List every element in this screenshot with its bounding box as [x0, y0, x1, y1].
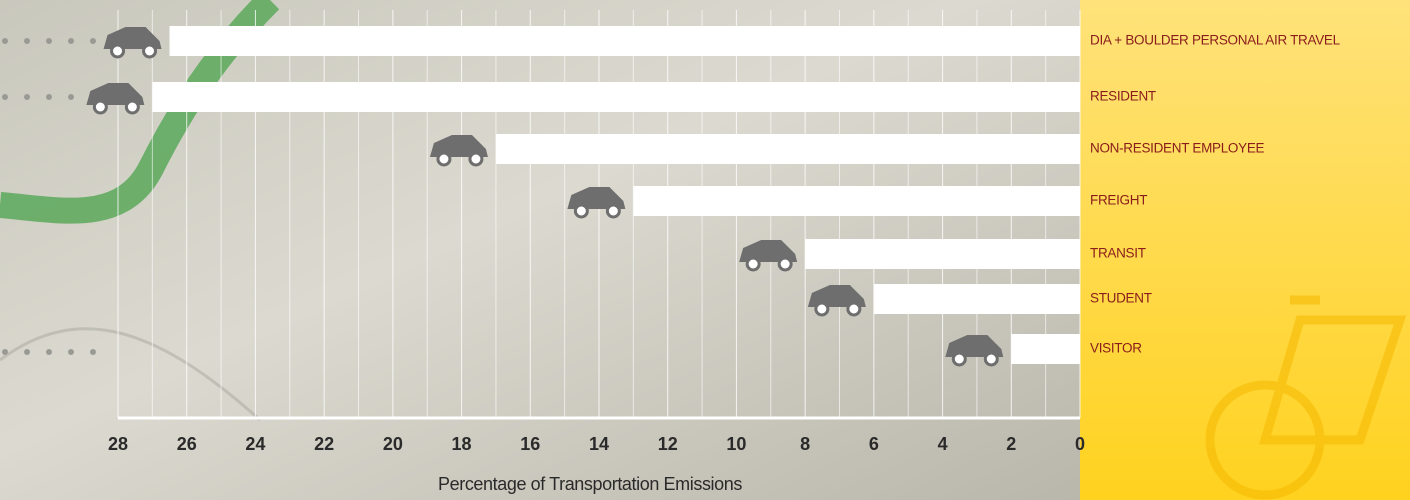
vehicle-wheel [124, 99, 140, 115]
vehicle-body [739, 240, 798, 262]
x-tick-label: 22 [314, 434, 334, 454]
category-label: FREIGHT [1090, 193, 1147, 208]
category-label: RESIDENT [1090, 89, 1156, 104]
x-tick-label: 10 [726, 434, 746, 454]
vehicle-wheel [983, 351, 999, 367]
vehicle-wheel [745, 256, 761, 272]
vehicle-icon [739, 240, 798, 272]
x-tick-label: 12 [658, 434, 678, 454]
x-tick-label: 0 [1075, 434, 1085, 454]
vehicle-wheel [436, 151, 452, 167]
vehicle-wheel [110, 43, 126, 59]
x-tick-label: 4 [938, 434, 948, 454]
vehicle-body [103, 27, 162, 49]
vehicle-wheel [92, 99, 108, 115]
bicycle-icon [1205, 295, 1407, 500]
vehicle-icon [567, 187, 626, 219]
category-label: DIA + BOULDER PERSONAL AIR TRAVEL [1090, 33, 1341, 48]
x-tick-label: 14 [589, 434, 609, 454]
x-tick-label: 2 [1006, 434, 1016, 454]
category-label: STUDENT [1090, 291, 1152, 306]
decorative-line [0, 327, 262, 422]
x-tick-label: 18 [452, 434, 472, 454]
bar [873, 284, 1080, 314]
x-tick-label: 24 [245, 434, 265, 454]
x-tick-label: 8 [800, 434, 810, 454]
vehicle-wheel [814, 301, 830, 317]
x-axis-title: Percentage of Transportation Emissions [438, 474, 742, 494]
vehicle-body [807, 285, 866, 307]
vehicle-wheel [951, 351, 967, 367]
vehicle-icon [807, 285, 866, 317]
vehicle-wheel [605, 203, 621, 219]
x-tick-label: 28 [108, 434, 128, 454]
category-label: VISITOR [1090, 341, 1142, 356]
x-tick-label: 20 [383, 434, 403, 454]
vehicle-wheel [573, 203, 589, 219]
vehicle-body [429, 135, 488, 157]
vehicle-wheel [777, 256, 793, 272]
category-label: TRANSIT [1090, 246, 1146, 261]
bar [495, 134, 1080, 164]
bar [169, 26, 1081, 56]
vehicle-body [567, 187, 626, 209]
vehicle-wheel [468, 151, 484, 167]
vehicle-body [945, 335, 1004, 357]
category-label: NON-RESIDENT EMPLOYEE [1090, 141, 1265, 156]
vehicle-wheel [142, 43, 158, 59]
dotted-leaders [2, 38, 96, 355]
bar [1011, 334, 1080, 364]
bar [152, 82, 1080, 112]
vehicle-icon [86, 83, 145, 115]
x-tick-label: 16 [520, 434, 540, 454]
vehicle-body [86, 83, 145, 105]
legend-panel [1080, 0, 1410, 500]
x-tick-label: 26 [177, 434, 197, 454]
vehicle-wheel [846, 301, 862, 317]
vehicle-icon [429, 135, 488, 167]
bar [633, 186, 1080, 216]
bar [805, 239, 1080, 269]
vehicle-icon [945, 335, 1004, 367]
vehicle-icon [103, 27, 162, 59]
x-tick-label: 6 [869, 434, 879, 454]
